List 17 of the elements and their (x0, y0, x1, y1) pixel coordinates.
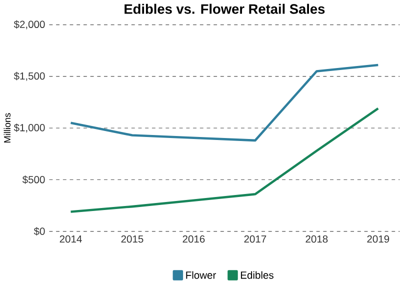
y-tick-label: $0 (34, 227, 45, 236)
y-tick-label: $2,000 (14, 20, 45, 30)
x-tick-label: 2015 (121, 235, 144, 243)
x-tick-label: 2019 (367, 235, 390, 243)
x-tick-label: 2018 (306, 235, 328, 243)
x-tick-label: 2014 (60, 235, 82, 243)
legend-label: Flower (186, 271, 216, 279)
y-tick-label: $500 (22, 176, 45, 184)
line-series (70, 107, 380, 213)
y-tick-label: $1,500 (14, 72, 45, 81)
x-tick-label: 2016 (182, 235, 205, 243)
chart-title: Edibles vs. Flower Retail Sales (124, 4, 325, 14)
y-axis-title: Millions (4, 113, 11, 143)
x-tick-label: 2017 (244, 235, 266, 243)
legend-label: Edibles (240, 271, 274, 279)
line-series (70, 64, 380, 142)
y-tick-label: $1,000 (14, 124, 45, 132)
